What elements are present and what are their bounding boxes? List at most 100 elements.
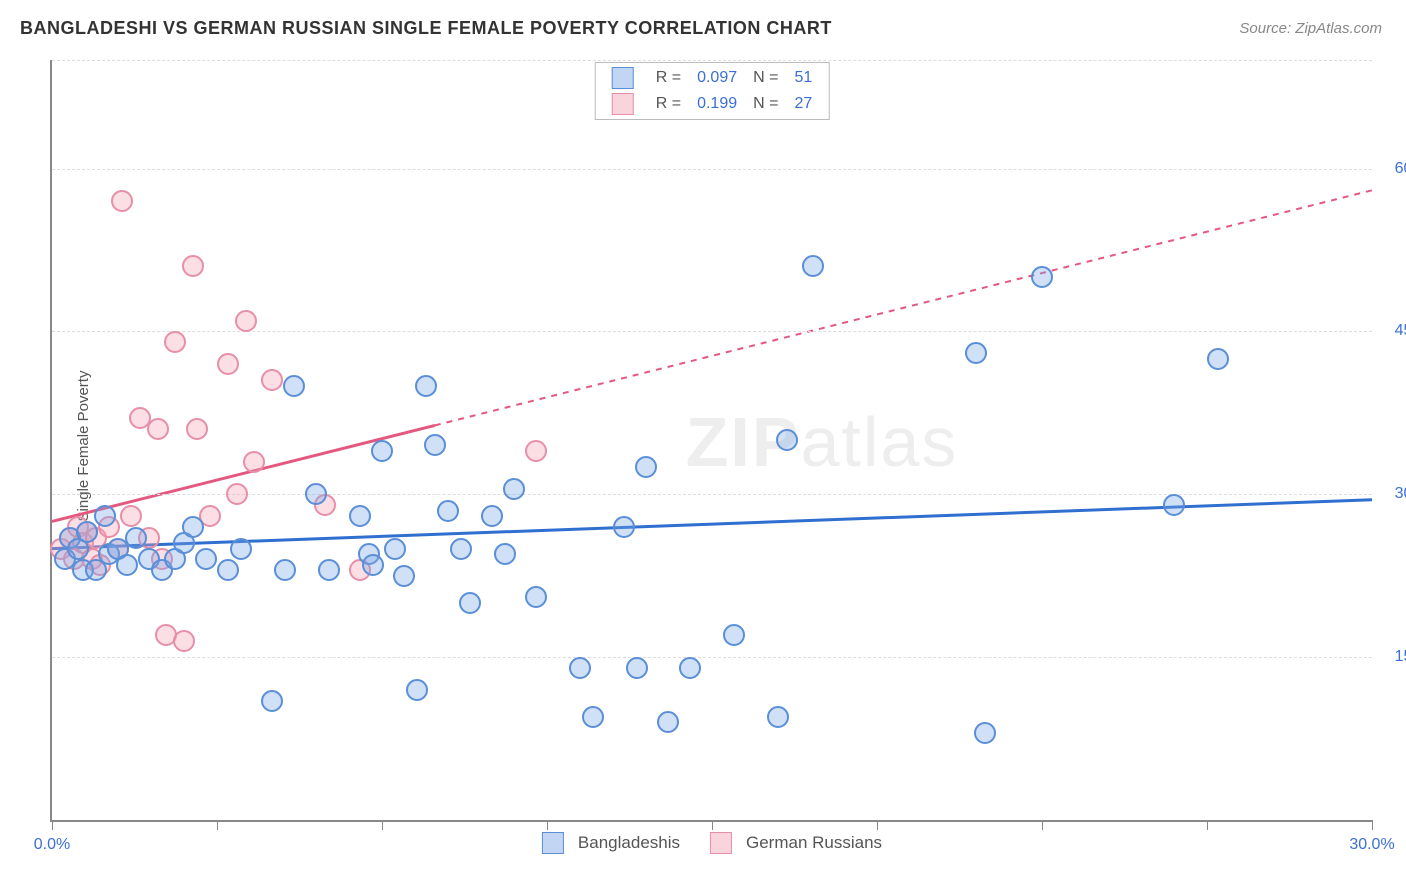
- data-point: [569, 657, 591, 679]
- data-point: [182, 255, 204, 277]
- data-point: [626, 657, 648, 679]
- data-point: [613, 516, 635, 538]
- data-point: [235, 310, 257, 332]
- data-point: [494, 543, 516, 565]
- legend-series-item: Bangladeshis: [542, 832, 680, 854]
- data-point: [776, 429, 798, 451]
- legend-series-item: German Russians: [710, 832, 882, 854]
- data-point: [217, 559, 239, 581]
- data-point: [525, 440, 547, 462]
- data-point: [195, 548, 217, 570]
- data-point: [111, 190, 133, 212]
- data-point: [384, 538, 406, 560]
- data-point: [274, 559, 296, 581]
- data-point: [120, 505, 142, 527]
- data-point: [415, 375, 437, 397]
- data-point: [393, 565, 415, 587]
- data-point: [657, 711, 679, 733]
- x-tick: [52, 820, 53, 830]
- data-point: [802, 255, 824, 277]
- legend-series: Bangladeshis German Russians: [542, 832, 882, 854]
- data-point: [679, 657, 701, 679]
- y-tick-label: 45.0%: [1395, 322, 1406, 340]
- data-point: [723, 624, 745, 646]
- x-tick-label: 30.0%: [1349, 836, 1394, 854]
- data-point: [450, 538, 472, 560]
- data-point: [283, 375, 305, 397]
- data-point: [525, 586, 547, 608]
- x-tick: [547, 820, 548, 830]
- gridline: [52, 331, 1372, 332]
- x-tick: [1372, 820, 1373, 830]
- plot-area: ZIPatlas R =0.097N =51R =0.199N =27 Bang…: [50, 60, 1372, 822]
- source-label: Source:: [1239, 20, 1291, 37]
- data-point: [217, 353, 239, 375]
- legend-series-label: Bangladeshis: [578, 833, 680, 853]
- gridline: [52, 657, 1372, 658]
- chart-container: BANGLADESHI VS GERMAN RUSSIAN SINGLE FEM…: [0, 0, 1406, 892]
- legend-n-value: 51: [786, 65, 820, 91]
- data-point: [230, 538, 252, 560]
- y-tick-label: 60.0%: [1395, 160, 1406, 178]
- legend-swatch: [542, 832, 564, 854]
- data-point: [424, 434, 446, 456]
- legend-swatch: [612, 93, 634, 115]
- legend-swatch: [612, 67, 634, 89]
- x-tick: [382, 820, 383, 830]
- legend-n-value: 27: [786, 91, 820, 117]
- y-tick-label: 15.0%: [1395, 648, 1406, 666]
- chart-title: BANGLADESHI VS GERMAN RUSSIAN SINGLE FEM…: [20, 18, 832, 39]
- data-point: [437, 500, 459, 522]
- legend-r-label: R =: [648, 65, 689, 91]
- data-point: [767, 706, 789, 728]
- data-point: [371, 440, 393, 462]
- gridline: [52, 60, 1372, 61]
- data-point: [186, 418, 208, 440]
- data-point: [164, 331, 186, 353]
- data-point: [116, 554, 138, 576]
- data-point: [243, 451, 265, 473]
- data-point: [582, 706, 604, 728]
- data-point: [1163, 494, 1185, 516]
- x-tick: [877, 820, 878, 830]
- legend-r-label: R =: [648, 91, 689, 117]
- legend-series-label: German Russians: [746, 833, 882, 853]
- data-point: [94, 505, 116, 527]
- x-tick: [1042, 820, 1043, 830]
- gridline: [52, 169, 1372, 170]
- data-point: [635, 456, 657, 478]
- data-point: [1207, 348, 1229, 370]
- regression-lines: [52, 60, 1372, 820]
- data-point: [173, 630, 195, 652]
- x-tick: [1207, 820, 1208, 830]
- legend-n-label: N =: [745, 91, 786, 117]
- data-point: [318, 559, 340, 581]
- data-point: [261, 690, 283, 712]
- x-tick: [217, 820, 218, 830]
- data-point: [1031, 266, 1053, 288]
- data-point: [362, 554, 384, 576]
- legend-n-label: N =: [745, 65, 786, 91]
- data-point: [349, 505, 371, 527]
- data-point: [182, 516, 204, 538]
- data-point: [406, 679, 428, 701]
- legend-r-value: 0.097: [689, 65, 745, 91]
- legend-swatch: [710, 832, 732, 854]
- data-point: [147, 418, 169, 440]
- data-point: [965, 342, 987, 364]
- data-point: [503, 478, 525, 500]
- source-credit: Source: ZipAtlas.com: [1239, 20, 1382, 37]
- x-tick: [712, 820, 713, 830]
- data-point: [974, 722, 996, 744]
- data-point: [305, 483, 327, 505]
- legend-stats-row: R =0.199N =27: [604, 91, 821, 117]
- data-point: [261, 369, 283, 391]
- data-point: [481, 505, 503, 527]
- data-point: [459, 592, 481, 614]
- data-point: [226, 483, 248, 505]
- source-value: ZipAtlas.com: [1295, 20, 1382, 37]
- legend-r-value: 0.199: [689, 91, 745, 117]
- legend-stats: R =0.097N =51R =0.199N =27: [595, 62, 830, 120]
- y-tick-label: 30.0%: [1395, 485, 1406, 503]
- data-point: [125, 527, 147, 549]
